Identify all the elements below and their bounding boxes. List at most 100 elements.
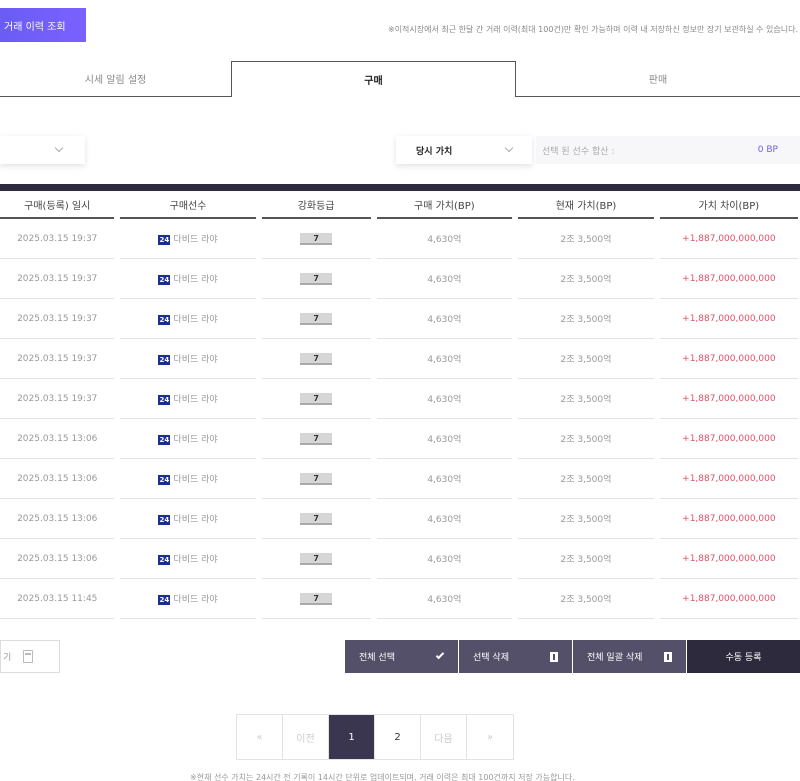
next-page-button[interactable]: 다음: [421, 715, 467, 759]
cell-buy-value: 4,630억: [376, 339, 513, 379]
table-header-row: 구매(등록) 일시 구매선수 강화등급 구매 가치(BP) 현재 가치(BP) …: [0, 191, 798, 219]
table-row[interactable]: 2025.03.15 19:37 24 다비드 라야 7 4,630억 2조 3,500억…: [0, 299, 798, 339]
cell-current-value: 2조 3,500억: [518, 379, 654, 419]
table-row[interactable]: 2025.03.15 19:37 24 다비드 라야 7 4,630억 2조 3,500억…: [0, 259, 798, 299]
table-row[interactable]: 2025.03.15 13:06 24 다비드 라야 7 4,630억 2조 3,500억…: [0, 459, 798, 499]
last-page-button[interactable]: »: [486, 731, 494, 743]
col-value-diff: 가치 차이(BP): [659, 191, 798, 219]
tab-sell[interactable]: 판매: [516, 61, 800, 97]
cell-value-diff: +1,887,000,000,000: [659, 299, 798, 339]
action-bar: 전체 선택 선택 삭제 전체 일괄 삭제 수동 등록: [345, 640, 800, 673]
cell-grade: 7: [261, 219, 371, 259]
table-row[interactable]: 2025.03.15 19:37 24 다비드 라야 7 4,630억 2조 3,500억…: [0, 219, 798, 259]
cell-date: 2025.03.15 19:37: [0, 379, 115, 419]
cell-date: 2025.03.15 11:45: [0, 579, 115, 619]
cell-value-diff: +1,887,000,000,000: [659, 499, 798, 539]
table-row[interactable]: 2025.03.15 13:06 24 다비드 라야 7 4,630억 2조 3,500억…: [0, 539, 798, 579]
grade-badge: 7: [300, 592, 333, 605]
cell-buy-value: 4,630억: [376, 419, 513, 459]
table-top-bar: [0, 184, 800, 191]
cell-value-diff: +1,887,000,000,000: [659, 379, 798, 419]
cell-player: 24 다비드 라야: [120, 339, 256, 379]
cell-player: 24 다비드 라야: [120, 579, 256, 619]
top-notice: ※이적시장에서 최근 한달 간 거래 이력(최대 100건)만 확인 가능하며 …: [387, 25, 798, 34]
season-badge: 24: [158, 234, 171, 245]
selected-total-value: 0 BP: [757, 145, 778, 155]
cell-buy-value: 4,630억: [376, 219, 513, 259]
player-name: 다비드 라야: [173, 355, 218, 365]
season-badge: 24: [158, 594, 171, 605]
table-row[interactable]: 2025.03.15 13:06 24 다비드 라야 7 4,630억 2조 3,500억…: [0, 499, 798, 539]
page-button-1[interactable]: 1: [329, 715, 375, 759]
check-icon: [435, 650, 445, 660]
cell-value-diff: +1,887,000,000,000: [659, 339, 798, 379]
col-buy-value: 구매 가치(BP): [376, 191, 513, 219]
cell-buy-value: 4,630억: [376, 379, 513, 419]
cell-buy-value: 4,630억: [376, 579, 513, 619]
filter-dropdown[interactable]: [0, 136, 85, 164]
grade-badge: 7: [300, 352, 333, 365]
delete-all-button[interactable]: 전체 일괄 삭제: [573, 640, 686, 673]
first-page-button[interactable]: «: [237, 715, 283, 759]
calc-label: 기: [3, 653, 12, 663]
cell-player: 24 다비드 라야: [120, 459, 256, 499]
cell-value-diff: +1,887,000,000,000: [659, 459, 798, 499]
grade-badge: 7: [300, 312, 333, 325]
select-all-button[interactable]: 전체 선택: [345, 640, 458, 673]
col-grade: 강화등급: [261, 191, 371, 219]
delete-selected-label: 선택 삭제: [473, 653, 509, 663]
cell-player: 24 다비드 라야: [120, 219, 256, 259]
cell-current-value: 2조 3,500억: [518, 299, 654, 339]
player-name: 다비드 라야: [173, 235, 218, 245]
manual-register-label: 수동 등록: [725, 653, 762, 663]
tab-buy[interactable]: 구매: [231, 61, 516, 97]
grade-badge: 7: [300, 232, 333, 245]
table-row[interactable]: 2025.03.15 19:37 24 다비드 라야 7 4,630억 2조 3,500억…: [0, 339, 798, 379]
cell-date: 2025.03.15 19:37: [0, 219, 115, 259]
player-name: 다비드 라야: [173, 435, 218, 445]
season-badge: 24: [158, 274, 171, 285]
cell-buy-value: 4,630억: [376, 499, 513, 539]
player-name: 다비드 라야: [173, 315, 218, 325]
prev-page-button[interactable]: 이전: [283, 715, 329, 759]
cell-date: 2025.03.15 19:37: [0, 259, 115, 299]
tab-bar: 시세 알림 설정 구매 판매: [0, 61, 800, 97]
cell-player: 24 다비드 라야: [120, 379, 256, 419]
value-type-label: 당시 가치: [416, 146, 453, 157]
table-row[interactable]: 2025.03.15 13:06 24 다비드 라야 7 4,630억 2조 3,500억…: [0, 419, 798, 459]
cell-current-value: 2조 3,500억: [518, 579, 654, 619]
pagination: « 이전 1 2 다음 »: [236, 714, 514, 760]
table-row[interactable]: 2025.03.15 11:45 24 다비드 라야 7 4,630억 2조 3,500억…: [0, 579, 798, 619]
cell-grade: 7: [261, 419, 371, 459]
cell-value-diff: +1,887,000,000,000: [659, 219, 798, 259]
cell-grade: 7: [261, 499, 371, 539]
cell-buy-value: 4,630억: [376, 299, 513, 339]
manual-register-button[interactable]: 수동 등록: [687, 640, 800, 673]
cell-player: 24 다비드 라야: [120, 259, 256, 299]
grade-badge: 7: [300, 472, 333, 485]
cell-grade: 7: [261, 579, 371, 619]
trade-history-button[interactable]: 거래 이력 조회: [0, 8, 86, 42]
cell-current-value: 2조 3,500억: [518, 459, 654, 499]
page-button-2[interactable]: 2: [375, 715, 421, 759]
calc-box[interactable]: 기: [0, 640, 60, 673]
col-player: 구매선수: [120, 191, 256, 219]
cell-value-diff: +1,887,000,000,000: [659, 579, 798, 619]
grade-badge: 7: [300, 552, 333, 565]
value-type-dropdown[interactable]: 당시 가치: [396, 136, 532, 164]
grade-badge: 7: [300, 432, 333, 445]
cell-date: 2025.03.15 19:37: [0, 299, 115, 339]
season-badge: 24: [158, 474, 171, 485]
select-all-label: 전체 선택: [359, 653, 395, 663]
delete-selected-button[interactable]: 선택 삭제: [459, 640, 572, 673]
cell-current-value: 2조 3,500억: [518, 259, 654, 299]
cell-grade: 7: [261, 339, 371, 379]
season-badge: 24: [158, 314, 171, 325]
cell-grade: 7: [261, 539, 371, 579]
cell-current-value: 2조 3,500억: [518, 339, 654, 379]
cell-player: 24 다비드 라야: [120, 299, 256, 339]
player-name: 다비드 라야: [173, 475, 218, 485]
tab-price-alert[interactable]: 시세 알림 설정: [0, 61, 231, 97]
table-row[interactable]: 2025.03.15 19:37 24 다비드 라야 7 4,630억 2조 3,500억…: [0, 379, 798, 419]
player-name: 다비드 라야: [173, 275, 218, 285]
